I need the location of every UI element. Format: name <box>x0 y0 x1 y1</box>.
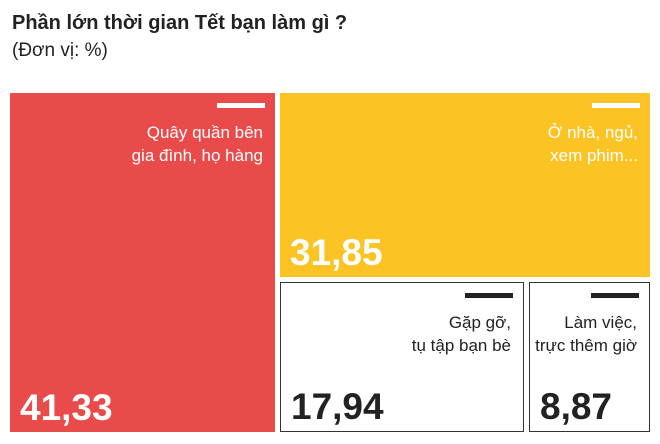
tile-value: 17,94 <box>291 386 384 427</box>
chart-title: Phần lớn thời gian Tết bạn làm gì ? <box>12 12 348 34</box>
tile-friends: Gặp gỡ, tụ tập bạn bè 17,94 <box>280 282 524 432</box>
tile-label: Làm việc, trực thêm giờ <box>535 313 637 355</box>
tile-home-rest: Ở nhà, ngủ, xem phim... 31,85 <box>280 93 650 277</box>
tile-family: Quây quần bên gia đình, họ hàng 41,33 <box>10 93 275 432</box>
tile-marker-bar <box>592 103 640 108</box>
tile-value: 8,87 <box>540 386 613 427</box>
tile-label: Gặp gỡ, tụ tập bạn bè <box>411 313 511 355</box>
tile-value: 31,85 <box>290 232 383 273</box>
tile-work: Làm việc, trực thêm giờ 8,87 <box>529 282 650 432</box>
tile-label: Quây quần bên gia đình, họ hàng <box>131 123 263 165</box>
tile-label: Ở nhà, ngủ, xem phim... <box>547 123 638 165</box>
treemap-chart: Quây quần bên gia đình, họ hàng 41,33 Ở nh… <box>10 93 650 432</box>
tile-marker-bar <box>465 293 513 298</box>
tile-value: 41,33 <box>20 387 113 428</box>
chart-subtitle: (Đơn vị: %) <box>12 40 108 61</box>
tile-marker-bar <box>217 103 265 108</box>
tile-marker-bar <box>591 293 639 298</box>
